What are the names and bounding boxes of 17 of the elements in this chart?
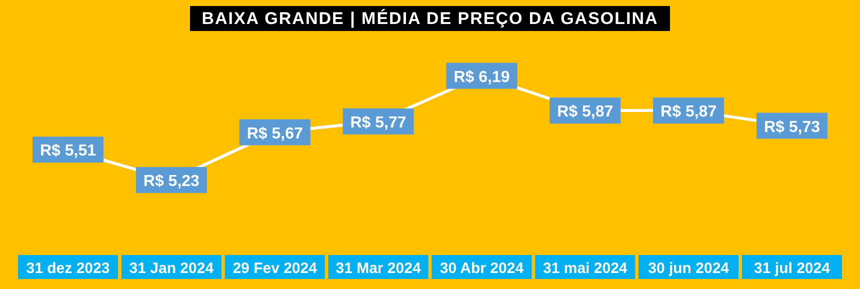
data-label: R$ 5,87 [557, 104, 614, 121]
x-tick-label: 29 Fev 2024 [232, 260, 318, 277]
x-tick-label: 31 Jan 2024 [129, 260, 214, 277]
data-label: R$ 5,87 [660, 104, 717, 121]
chart-title: BAIXA GRANDE | MÉDIA DE PREÇO DA GASOLINA [190, 6, 670, 31]
data-label: R$ 5,51 [40, 142, 96, 160]
x-tick-label: 30 jun 2024 [648, 260, 730, 277]
x-tick-label: 30 Abr 2024 [440, 260, 524, 277]
x-tick-label: 31 Mar 2024 [336, 260, 422, 277]
x-tick-label: 31 jul 2024 [754, 260, 831, 277]
data-label: R$ 6,19 [454, 68, 510, 86]
data-label: R$ 5,67 [246, 125, 303, 142]
data-label: R$ 5,73 [764, 118, 820, 136]
x-tick-label: 31 dez 2023 [26, 260, 110, 277]
data-label: R$ 5,23 [143, 173, 200, 190]
data-label: R$ 5,77 [350, 114, 406, 132]
x-tick-label: 31 mai 2024 [543, 260, 628, 277]
